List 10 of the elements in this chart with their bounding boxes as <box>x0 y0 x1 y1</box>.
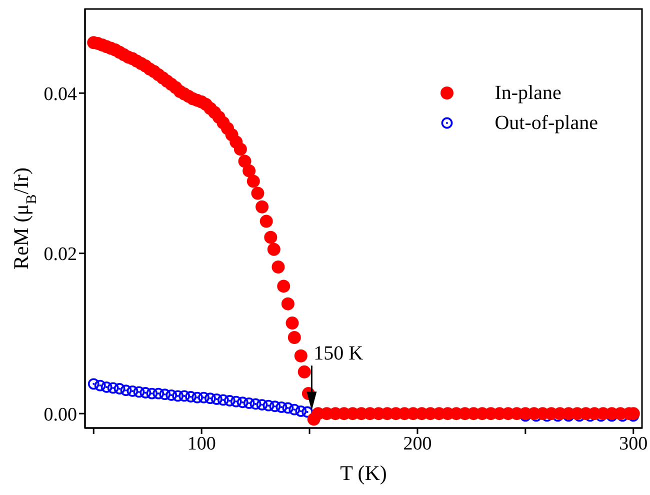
x-axis-title: T (K) <box>340 461 387 485</box>
y-tick-label: 0.02 <box>44 244 77 266</box>
y-tick-label: 0.00 <box>44 404 77 426</box>
annotation: 150 K <box>314 342 364 365</box>
legend-label: In-plane <box>494 82 562 104</box>
legend-label: Out-of-plane <box>494 112 598 134</box>
x-tick-label: 100 <box>187 433 216 454</box>
y-tick-label: 0.04 <box>44 84 78 105</box>
x-tick-label: 300 <box>619 433 648 454</box>
x-tick-label: 200 <box>403 433 432 454</box>
